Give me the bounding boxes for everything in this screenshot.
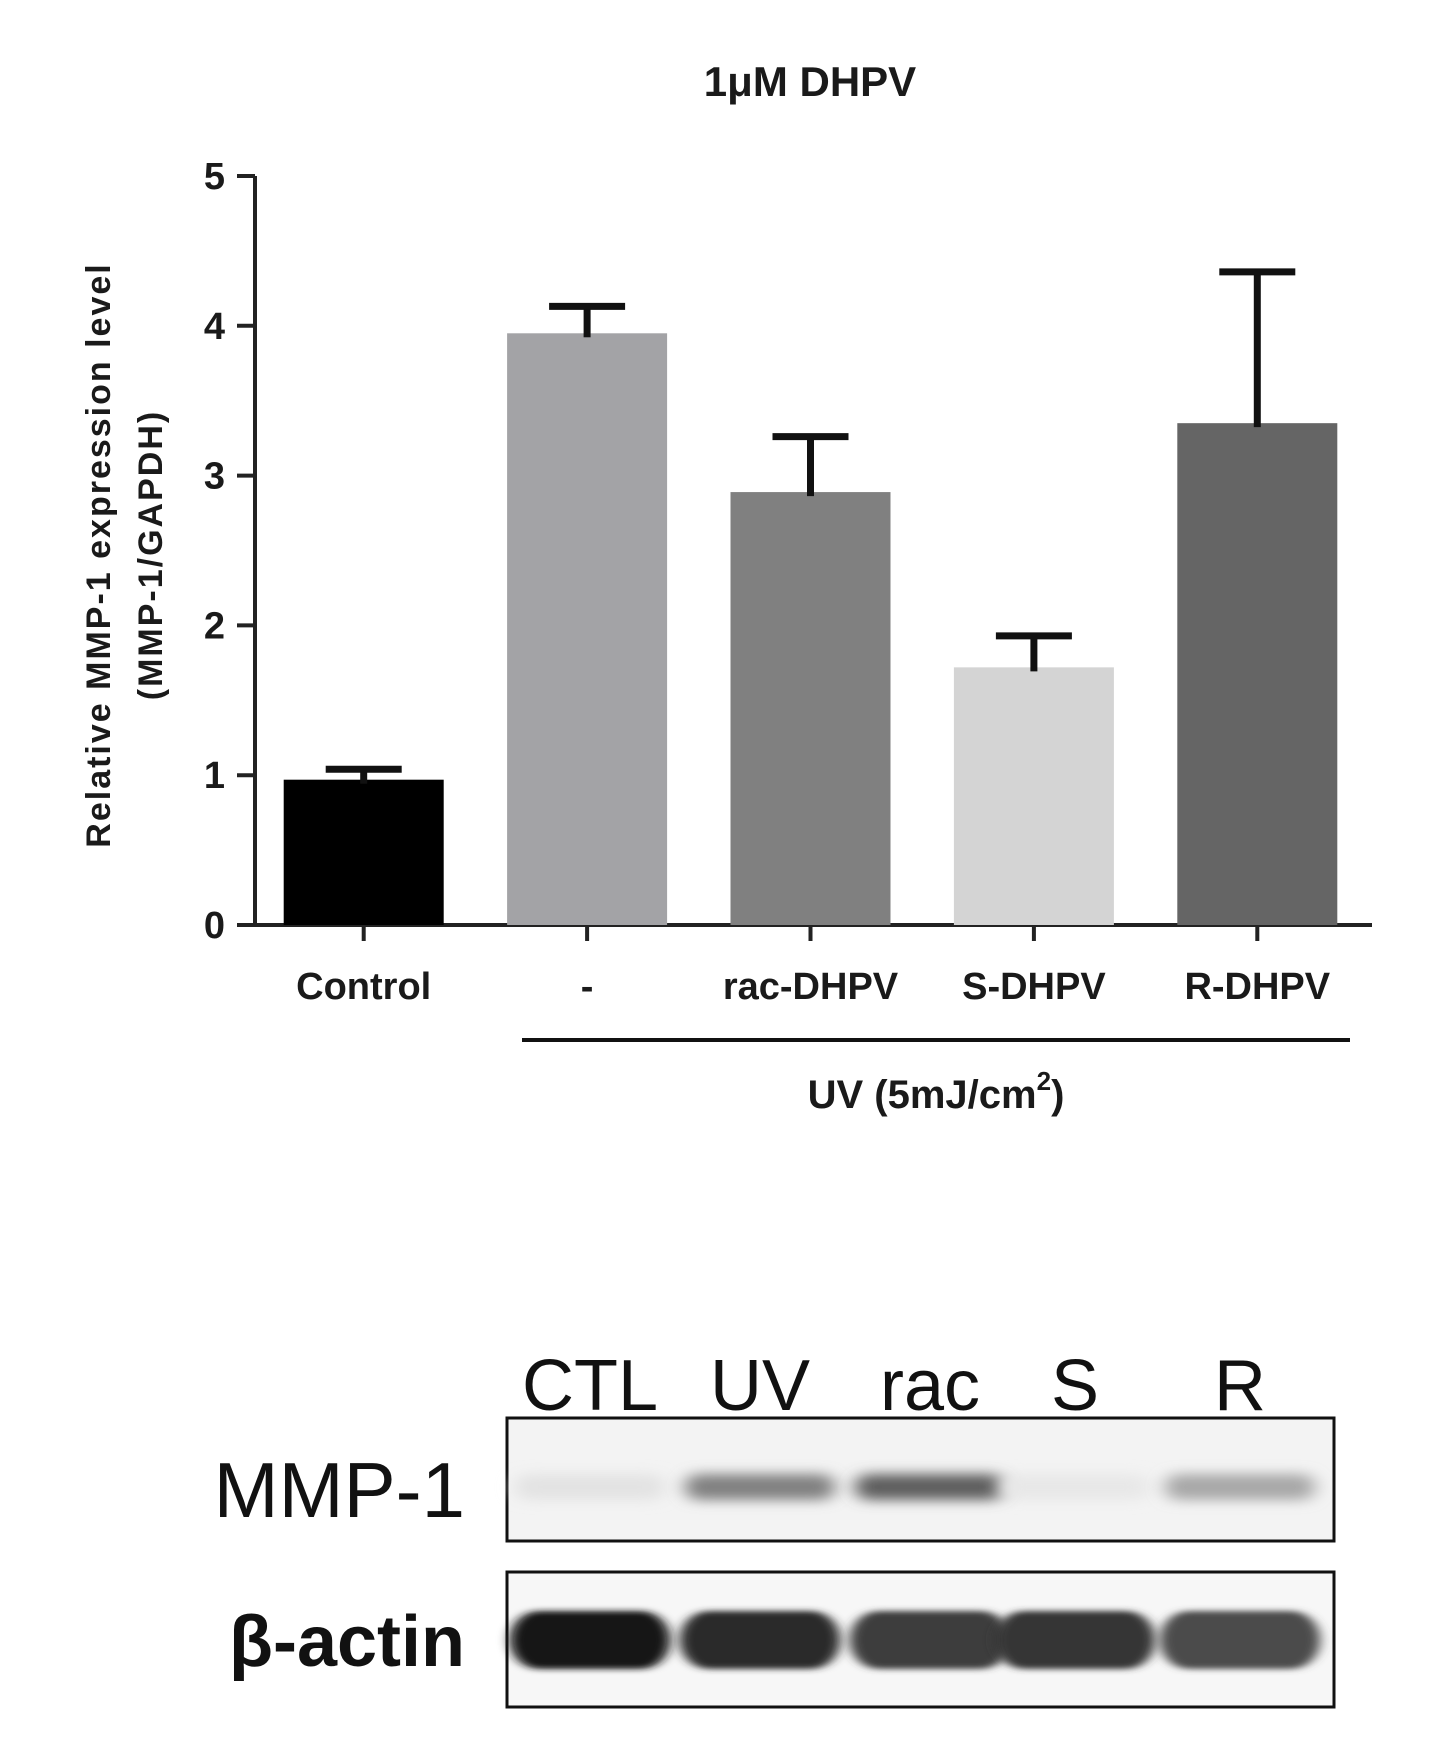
error-bars	[325, 268, 1296, 784]
x-tick-label: -	[581, 966, 594, 1008]
x-tick-label: S-DHPV	[962, 966, 1106, 1008]
blot-bands	[510, 1474, 1320, 1669]
bar	[1177, 423, 1338, 925]
uv-group-label-end: )	[1051, 1073, 1064, 1117]
blot-row-label-actin: β-actin	[229, 1602, 465, 1682]
blot-lane-label: rac	[880, 1346, 980, 1426]
y-axis-label-line1: Relative MMP-1 expression level	[80, 262, 118, 847]
mmp1-band	[515, 1474, 665, 1500]
blot-lane-label: UV	[710, 1346, 810, 1426]
mmp1-band	[855, 1474, 1005, 1500]
y-axis-label: Relative MMP-1 expression level (MMP-1/G…	[80, 262, 170, 847]
blot-row-label-mmp1: MMP-1	[214, 1446, 465, 1534]
y-tick-label: 4	[204, 306, 225, 348]
blot-lane-label: CTL	[522, 1346, 658, 1426]
western-blot: CTL UV rac S R MMP-1 β-actin	[214, 1346, 1336, 1709]
mmp1-band	[1000, 1474, 1150, 1500]
y-ticks: 0 1 2 3 4 5	[204, 156, 255, 947]
bar	[507, 333, 668, 925]
bar	[730, 492, 891, 925]
actin-band	[995, 1611, 1155, 1669]
uv-group-label: UV (5mJ/cm2)	[808, 1066, 1065, 1117]
y-axis-label-line2: (MMP-1/GAPDH)	[132, 410, 170, 700]
actin-band	[1160, 1611, 1320, 1669]
x-tick-label: rac-DHPV	[723, 966, 899, 1008]
x-tick-labels: Control - rac-DHPV S-DHPV R-DHPV	[296, 925, 1331, 1008]
blot-lane-label: S	[1051, 1346, 1099, 1426]
bar	[953, 667, 1114, 925]
actin-band	[850, 1611, 1010, 1669]
bar	[283, 779, 444, 925]
y-tick-label: 3	[204, 456, 225, 498]
y-tick-label: 5	[204, 156, 225, 198]
x-tick-label: R-DHPV	[1184, 966, 1330, 1008]
chart-title: 1μM DHPV	[704, 58, 916, 105]
actin-band	[510, 1611, 670, 1669]
uv-group-label-sup: 2	[1037, 1066, 1051, 1096]
uv-group-label-main: UV (5mJ/cm	[808, 1073, 1037, 1117]
bars	[283, 333, 1338, 925]
mmp1-band	[685, 1474, 835, 1500]
y-tick-label: 0	[204, 905, 225, 947]
y-tick-label: 2	[204, 605, 225, 647]
x-tick-label: Control	[296, 966, 431, 1008]
y-tick-label: 1	[204, 755, 225, 797]
mmp1-band	[1165, 1474, 1315, 1500]
blot-lane-label: R	[1214, 1346, 1266, 1426]
blot-lane-labels: CTL UV rac S R	[522, 1346, 1266, 1426]
actin-band	[680, 1611, 840, 1669]
